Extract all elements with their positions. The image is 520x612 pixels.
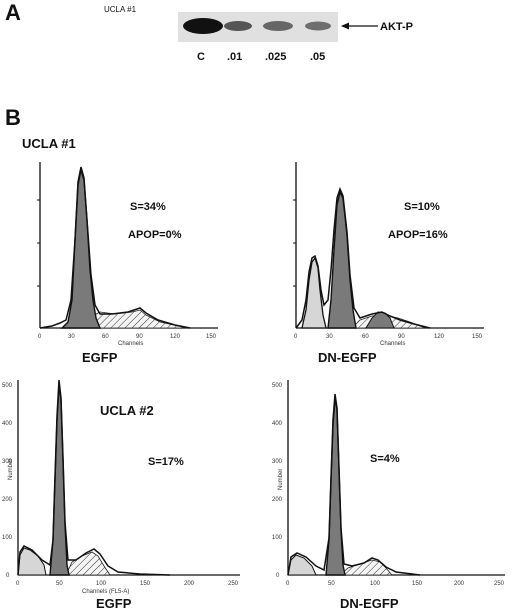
histogram-ucla2-egfp: 0 100 200 300 400 500 Number 0 50 100 15…: [2, 379, 240, 611]
lane-label-05: .05: [310, 51, 325, 63]
x-tick: 90: [398, 334, 405, 340]
x-label: DN-EGFP: [318, 350, 377, 365]
histogram-ucla2-dn-egfp: 0 100 200 300 400 500 Number 0 50 100 15…: [272, 380, 505, 611]
y-tick: 400: [2, 421, 13, 427]
x-label: DN-EGFP: [340, 596, 399, 611]
x-label: EGFP: [82, 350, 118, 365]
western-blot: [178, 12, 338, 42]
s-phase-region: [338, 559, 393, 576]
histogram-title: UCLA #1: [22, 136, 76, 151]
s-phase-region: [65, 551, 111, 576]
x-tick: 100: [96, 581, 107, 587]
x-axis-title: Channels: [380, 341, 405, 347]
blot-band-lane-4: [305, 21, 331, 31]
histogram-trace: [39, 166, 191, 329]
x-tick: 150: [472, 334, 483, 340]
lane-label-c: C: [197, 51, 205, 63]
y-tick: 100: [2, 535, 13, 541]
akt-p-label: AKT-P: [380, 21, 413, 33]
y-tick: 100: [272, 535, 283, 541]
blot-band-lane-3: [263, 21, 293, 31]
x-tick: 150: [412, 581, 423, 587]
s-phase-label: S=17%: [148, 456, 184, 468]
s-phase-label: S=34%: [130, 201, 166, 213]
y-tick: 400: [272, 421, 283, 427]
y-tick: 0: [276, 573, 280, 579]
x-axis-title: Channels: [118, 341, 143, 347]
x-tick: 0: [286, 581, 290, 587]
histogram-trace: [17, 379, 171, 576]
y-tick: 200: [272, 497, 283, 503]
x-tick: 50: [56, 581, 63, 587]
x-label: EGFP: [96, 596, 132, 611]
y-axis-ticks: [37, 199, 40, 287]
x-tick: 120: [170, 334, 181, 340]
panel-a-title: UCLA #1: [104, 5, 137, 14]
panel-a-letter: A: [5, 0, 21, 25]
apop-label: APOP=0%: [128, 229, 182, 241]
blot-band-lane-2: [224, 21, 252, 31]
x-axis-ticks: 0 50 100 150 200 250: [16, 581, 239, 587]
y-tick: 300: [2, 459, 13, 465]
x-tick: 90: [136, 334, 143, 340]
y-axis-ticks: 0 100 200 300 400 500: [2, 383, 13, 579]
y-tick: 500: [272, 383, 283, 389]
y-tick: 500: [2, 383, 13, 389]
panel-b-letter: B: [5, 105, 21, 130]
x-tick: 150: [206, 334, 217, 340]
y-axis-title: Number: [278, 469, 284, 490]
histogram-trace: [295, 186, 431, 329]
histogram-title: UCLA #2: [100, 403, 154, 418]
y-tick: 0: [6, 573, 10, 579]
blot-band-lane-1: [183, 18, 223, 34]
x-tick: 200: [184, 581, 195, 587]
lane-label-025: .025: [265, 51, 286, 63]
y-axis-title: Number: [8, 459, 14, 480]
apoptotic-region: [17, 547, 47, 576]
x-tick: 150: [140, 581, 151, 587]
x-tick: 0: [16, 581, 20, 587]
x-axis-ticks: 0 30 60 90 120 150: [38, 334, 217, 340]
histogram-trace: [287, 393, 421, 576]
x-tick: 30: [68, 334, 75, 340]
x-tick: 250: [228, 581, 239, 587]
y-tick: 300: [272, 459, 283, 465]
x-tick: 30: [326, 334, 333, 340]
x-tick: 0: [38, 334, 42, 340]
x-tick: 60: [362, 334, 369, 340]
y-tick: 200: [2, 497, 13, 503]
x-tick: 60: [102, 334, 109, 340]
x-tick: 200: [454, 581, 465, 587]
apoptotic-peak: [301, 256, 327, 329]
y-axis-ticks: [293, 199, 296, 287]
x-tick: 100: [370, 581, 381, 587]
x-axis-title: Channels (FL5-A): [82, 589, 129, 595]
apoptotic-region: [287, 554, 317, 576]
x-tick: 0: [294, 334, 298, 340]
x-tick: 50: [328, 581, 335, 587]
lane-label-01: .01: [227, 51, 242, 63]
x-axis-ticks: 0 30 60 90 120 150: [294, 334, 483, 340]
x-tick: 250: [494, 581, 505, 587]
apop-label: APOP=16%: [388, 229, 448, 241]
s-phase-label: S=10%: [404, 201, 440, 213]
s-phase-label: S=4%: [370, 453, 400, 465]
histogram-ucla1-dn-egfp: 0 30 60 90 120 150 Channels S=10% APOP=1…: [293, 162, 484, 365]
x-axis-ticks: 0 50 100 150 200 250: [286, 581, 505, 587]
x-tick: 120: [434, 334, 445, 340]
y-axis-ticks: 0 100 200 300 400 500: [272, 383, 283, 579]
histogram-ucla1-egfp: UCLA #1 0 30 60 90 120 150 Channels S=34…: [22, 136, 218, 365]
akt-p-arrow: [341, 22, 378, 30]
